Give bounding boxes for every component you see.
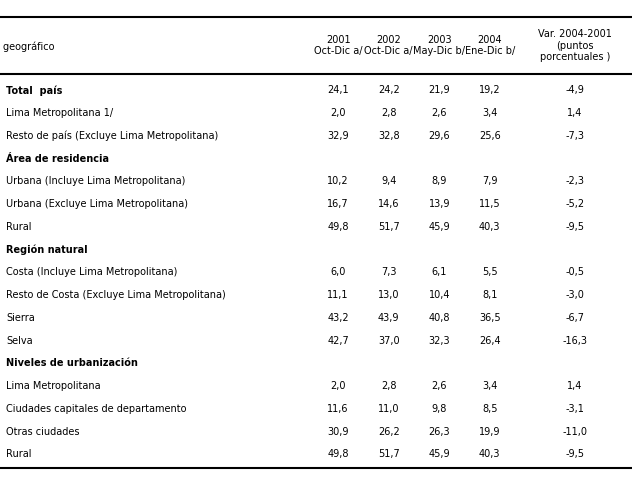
Text: 40,3: 40,3 [479,222,501,232]
Text: 21,9: 21,9 [428,85,450,95]
Text: 40,3: 40,3 [479,449,501,459]
Text: 30,9: 30,9 [327,427,349,437]
Text: Selva: Selva [6,336,33,346]
Text: 6,0: 6,0 [331,267,346,277]
Text: 32,8: 32,8 [378,131,399,141]
Text: 13,0: 13,0 [378,290,399,300]
Text: 51,7: 51,7 [378,449,399,459]
Text: 9,8: 9,8 [432,404,447,414]
Text: 3,4: 3,4 [482,108,497,118]
Text: -16,3: -16,3 [562,336,588,346]
Text: 2,8: 2,8 [381,381,396,391]
Text: Área de residencia: Área de residencia [6,154,109,164]
Text: 49,8: 49,8 [327,449,349,459]
Text: 1,4: 1,4 [568,381,583,391]
Text: -4,9: -4,9 [566,85,585,95]
Text: Niveles de urbanización: Niveles de urbanización [6,358,138,368]
Text: 11,6: 11,6 [327,404,349,414]
Text: Total  país: Total país [6,85,63,96]
Text: Sierra: Sierra [6,313,35,323]
Text: Región natural: Región natural [6,244,88,255]
Text: 7,3: 7,3 [381,267,396,277]
Text: 45,9: 45,9 [428,449,450,459]
Text: -3,1: -3,1 [566,404,585,414]
Text: Rural: Rural [6,222,32,232]
Text: 25,6: 25,6 [479,131,501,141]
Text: 8,9: 8,9 [432,176,447,186]
Text: Resto de Costa (Excluye Lima Metropolitana): Resto de Costa (Excluye Lima Metropolita… [6,290,226,300]
Text: 10,2: 10,2 [327,176,349,186]
Text: 11,5: 11,5 [479,199,501,209]
Text: 45,9: 45,9 [428,222,450,232]
Text: 19,2: 19,2 [479,85,501,95]
Text: -9,5: -9,5 [566,222,585,232]
Text: 5,5: 5,5 [482,267,497,277]
Text: 51,7: 51,7 [378,222,399,232]
Text: -5,2: -5,2 [566,199,585,209]
Text: Urbana (Incluye Lima Metropolitana): Urbana (Incluye Lima Metropolitana) [6,176,186,186]
Text: Lima Metropolitana: Lima Metropolitana [6,381,101,391]
Text: 24,1: 24,1 [327,85,349,95]
Text: 26,3: 26,3 [428,427,450,437]
Text: 3,4: 3,4 [482,381,497,391]
Text: 2,8: 2,8 [381,108,396,118]
Text: 49,8: 49,8 [327,222,349,232]
Text: Otras ciudades: Otras ciudades [6,427,80,437]
Text: Ciudades capitales de departamento: Ciudades capitales de departamento [6,404,187,414]
Text: Ámbito geográfico: Ámbito geográfico [0,39,54,52]
Text: 8,1: 8,1 [482,290,497,300]
Text: 1,4: 1,4 [568,108,583,118]
Text: 26,4: 26,4 [479,336,501,346]
Text: 11,0: 11,0 [378,404,399,414]
Text: -0,5: -0,5 [566,267,585,277]
Text: -7,3: -7,3 [566,131,585,141]
Text: 10,4: 10,4 [428,290,450,300]
Text: 36,5: 36,5 [479,313,501,323]
Text: 6,1: 6,1 [432,267,447,277]
Text: Lima Metropolitana 1/: Lima Metropolitana 1/ [6,108,114,118]
Text: 29,6: 29,6 [428,131,450,141]
Text: 2001
Oct-Dic a/: 2001 Oct-Dic a/ [314,34,362,57]
Text: Urbana (Excluye Lima Metropolitana): Urbana (Excluye Lima Metropolitana) [6,199,188,209]
Text: -2,3: -2,3 [566,176,585,186]
Text: 13,9: 13,9 [428,199,450,209]
Text: 42,7: 42,7 [327,336,349,346]
Text: 19,9: 19,9 [479,427,501,437]
Text: 43,2: 43,2 [327,313,349,323]
Text: 43,9: 43,9 [378,313,399,323]
Text: 2,0: 2,0 [331,108,346,118]
Text: 2,6: 2,6 [432,381,447,391]
Text: 2004
Ene-Dic b/: 2004 Ene-Dic b/ [465,34,515,57]
Text: 14,6: 14,6 [378,199,399,209]
Text: -3,0: -3,0 [566,290,585,300]
Text: Resto de país (Excluye Lima Metropolitana): Resto de país (Excluye Lima Metropolitan… [6,131,219,141]
Text: 24,2: 24,2 [378,85,399,95]
Text: 2,0: 2,0 [331,381,346,391]
Text: -9,5: -9,5 [566,449,585,459]
Text: 2003
May-Dic b/: 2003 May-Dic b/ [413,34,465,57]
Text: 16,7: 16,7 [327,199,349,209]
Text: 37,0: 37,0 [378,336,399,346]
Text: 2,6: 2,6 [432,108,447,118]
Text: 26,2: 26,2 [378,427,399,437]
Text: 9,4: 9,4 [381,176,396,186]
Text: 7,9: 7,9 [482,176,497,186]
Text: 40,8: 40,8 [428,313,450,323]
Text: 11,1: 11,1 [327,290,349,300]
Text: -11,0: -11,0 [562,427,588,437]
Text: 32,9: 32,9 [327,131,349,141]
Text: 8,5: 8,5 [482,404,497,414]
Text: Costa (Incluye Lima Metropolitana): Costa (Incluye Lima Metropolitana) [6,267,178,277]
Text: -6,7: -6,7 [566,313,585,323]
Text: 32,3: 32,3 [428,336,450,346]
Text: Rural: Rural [6,449,32,459]
Text: Var. 2004-2001
(puntos
porcentuales ): Var. 2004-2001 (puntos porcentuales ) [538,29,612,62]
Text: 2002
Oct-Dic a/: 2002 Oct-Dic a/ [365,34,413,57]
